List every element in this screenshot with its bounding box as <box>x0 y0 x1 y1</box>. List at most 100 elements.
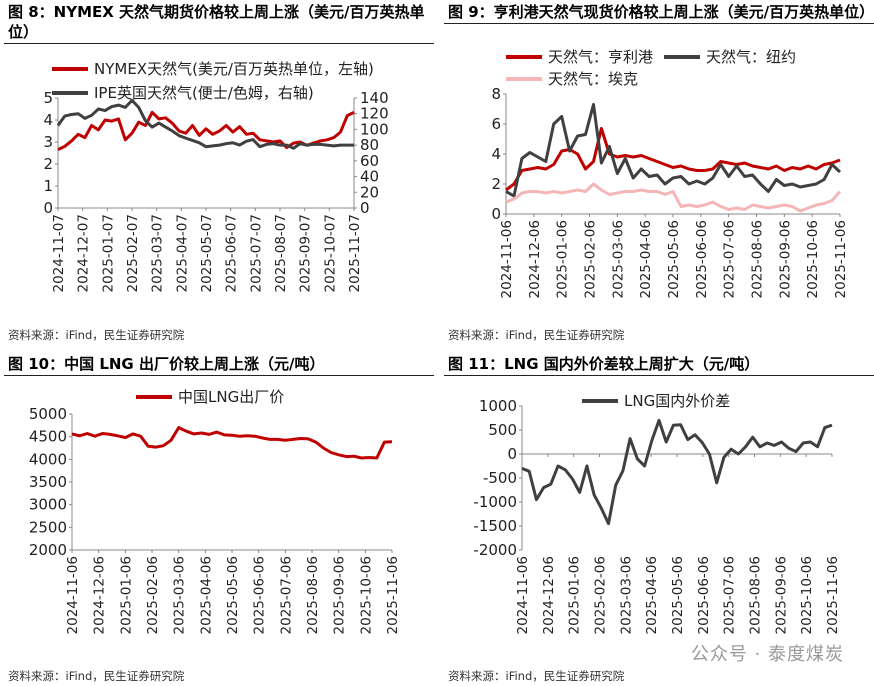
legend-label-1: 天然气：纽约 <box>706 48 796 66</box>
y-tick-label: 2000 <box>29 541 67 559</box>
x-tick-label: 2025-02-07 <box>125 214 141 292</box>
source-note-11: 资料来源：iFind，民生证券研究院 <box>448 669 625 683</box>
series-line-0 <box>521 418 833 526</box>
x-tick-label: 2025-01-06 <box>555 220 571 298</box>
x-tick-label: 2024-11-06 <box>515 556 531 634</box>
x-tick-label: 2025-02-06 <box>583 220 599 298</box>
source-note-8: 资料来源：iFind，民生证券研究院 <box>8 328 185 342</box>
x-tick-label: 2024-12-06 <box>92 556 108 634</box>
series-line-0 <box>505 127 841 192</box>
y-tick-label: 0 <box>491 205 501 223</box>
x-tick-label: 2024-11-06 <box>65 556 81 634</box>
source-note-10: 资料来源：iFind，民生证券研究院 <box>8 669 185 683</box>
x-tick-label: 2025-07-06 <box>722 220 738 298</box>
x-tick-label: 2025-05-06 <box>666 220 682 298</box>
series-line-2 <box>505 182 842 213</box>
chart-title-11: 图 11：LNG 国内外价差较上周扩大（元/吨） <box>444 352 874 376</box>
y-tick-label: 0 <box>43 199 53 217</box>
legend-label-2: 天然气：埃克 <box>548 70 638 88</box>
x-tick-label: 2025-11-06 <box>833 220 849 298</box>
x-tick-label: 2025-10-06 <box>805 220 821 298</box>
legend-label-0: 中国LNG出厂价 <box>178 388 284 406</box>
y-tick-label: -500 <box>483 469 517 487</box>
chart-10-svg: 2000 2500 3000 3500 4000 4500 5000 2024-11-06 20… <box>29 388 401 634</box>
chart-panel-9: 图 9：亨利港天然气现货价格较上周上涨（美元/百万英热单位） 0 2 4 6 8 2024… <box>444 0 874 345</box>
x-tick-label: 2024-12-06 <box>527 220 543 298</box>
legend-label-0: NYMEX天然气(美元/百万英热单位，左轴) <box>94 60 374 78</box>
x-tick-label: 2025-09-06 <box>777 220 793 298</box>
watermark: 公众号 · 泰度煤炭 <box>690 644 844 665</box>
x-tick-label: 2025-09-06 <box>332 556 348 634</box>
x-tick-label: 2025-07-07 <box>248 214 264 292</box>
x-tick-label: 2025-02-06 <box>593 556 609 634</box>
series-line-1 <box>56 98 354 150</box>
x-tick-label: 2025-05-06 <box>670 556 686 634</box>
y-right-tick-label: 100 <box>360 120 389 138</box>
y-tick-label: 3000 <box>29 496 67 514</box>
chart-title-9: 图 9：亨利港天然气现货价格较上周上涨（美元/百万英热单位） <box>444 0 874 24</box>
x-tick-label: 2025-11-06 <box>385 556 401 634</box>
y-tick-label: 5000 <box>29 405 67 423</box>
x-tick-label: 2025-04-06 <box>638 220 654 298</box>
y-right-tick-label: 0 <box>360 199 370 217</box>
y-right-tick-label: 60 <box>360 152 379 170</box>
x-tick-label: 2025-07-06 <box>722 556 738 634</box>
x-tick-label: 2025-05-07 <box>199 214 215 292</box>
y-tick-label: 0 <box>507 445 517 463</box>
x-tick-label: 2025-01-07 <box>100 214 116 292</box>
y-tick-label: 3500 <box>29 473 67 491</box>
chart-11-svg: -2000 -1500 -1000 -500 0 500 1000 2024-11-06 202… <box>473 392 841 634</box>
y-tick-label: 2500 <box>29 518 67 536</box>
x-tick-label: 2025-06-06 <box>694 220 710 298</box>
legend-label-0: LNG国内外价差 <box>624 392 730 410</box>
x-tick-label: 2025-08-06 <box>305 556 321 634</box>
x-tick-label: 2024-11-06 <box>499 220 515 298</box>
x-tick-label: 2025-03-06 <box>618 556 634 634</box>
x-tick-label: 2025-03-07 <box>150 214 166 292</box>
chart-panel-10: 图 10：中国 LNG 出厂价较上周上涨（元/吨） 2000 2500 3000 35… <box>4 352 434 686</box>
y-right-tick-label: 40 <box>360 168 379 186</box>
x-tick-label: 2025-03-06 <box>610 220 626 298</box>
y-tick-label: 1000 <box>479 397 517 415</box>
y-right-tick-label: 140 <box>360 89 389 107</box>
y-tick-label: 8 <box>491 85 501 103</box>
x-tick-label: 2025-08-06 <box>750 220 766 298</box>
y-tick-label: 2 <box>491 175 501 193</box>
x-tick-label: 2025-08-06 <box>748 556 764 634</box>
series-line-1 <box>505 103 842 198</box>
y-tick-label: 1 <box>43 177 53 195</box>
x-tick-label: 2024-12-07 <box>76 214 92 292</box>
x-tick-label: 2025-06-06 <box>696 556 712 634</box>
x-tick-label: 2025-04-06 <box>198 556 214 634</box>
x-tick-label: 2025-03-06 <box>172 556 188 634</box>
y-right-tick-label: 20 <box>360 183 379 201</box>
x-tick-label: 2025-09-06 <box>773 556 789 634</box>
x-tick-label: 2025-11-06 <box>825 556 841 634</box>
x-tick-label: 2025-10-06 <box>799 556 815 634</box>
y-tick-label: 4000 <box>29 450 67 468</box>
y-tick-label: 4 <box>43 111 53 129</box>
y-right-tick-label: 120 <box>360 105 389 123</box>
chart-title-10: 图 10：中国 LNG 出厂价较上周上涨（元/吨） <box>4 352 434 376</box>
y-tick-label: 6 <box>491 115 501 133</box>
y-tick-label: 2 <box>43 155 53 173</box>
y-tick-label: -1000 <box>473 493 517 511</box>
x-tick-label: 2024-12-06 <box>541 556 557 634</box>
y-tick-label: 3 <box>43 133 53 151</box>
x-tick-label: 2025-02-06 <box>145 556 161 634</box>
chart-9-svg: 0 2 4 6 8 2024-11-06 2024-12-06 2025-01-06 2025-… <box>491 48 849 298</box>
y-tick-label: 4500 <box>29 428 67 446</box>
x-tick-label: 2025-10-06 <box>358 556 374 634</box>
x-tick-label: 2025-08-07 <box>273 214 289 292</box>
y-tick-label: -1500 <box>473 517 517 535</box>
chart-panel-8: 图 8：NYMEX 天然气期货价格较上周上涨（美元/百万英热单位） 0 1 2 3 4 5… <box>4 0 434 345</box>
y-tick-label: 5 <box>43 89 53 107</box>
chart-panel-11: 图 11：LNG 国内外价差较上周扩大（元/吨） -2000 -1500 -1000… <box>444 352 874 686</box>
x-tick-label: 2025-04-07 <box>174 214 190 292</box>
y-tick-label: -2000 <box>473 541 517 559</box>
x-tick-label: 2025-10-07 <box>322 214 338 292</box>
series-line-0 <box>71 426 393 460</box>
y-tick-label: 500 <box>488 421 517 439</box>
x-tick-label: 2025-07-06 <box>278 556 294 634</box>
